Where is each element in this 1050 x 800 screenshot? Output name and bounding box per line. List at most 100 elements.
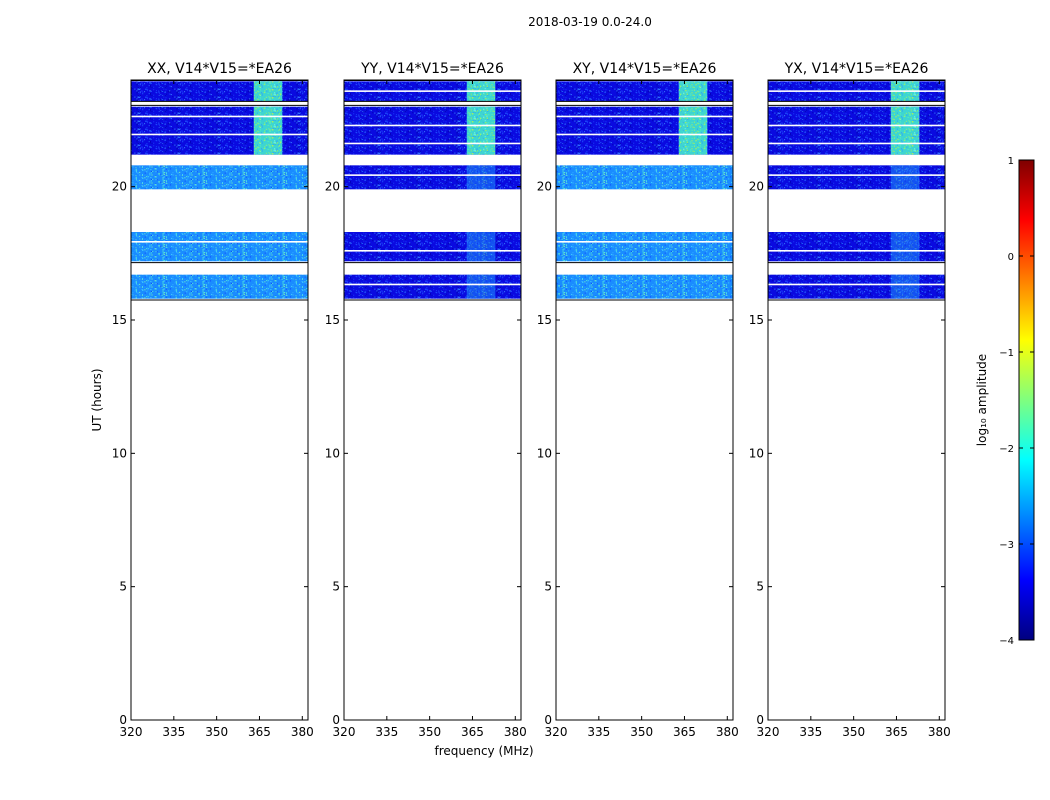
- panel-frame: [343, 79, 522, 721]
- panel-xx: XX, V14*V15=*EA26 320 335 350 365 380 0 5 10 15 20: [112, 61, 314, 739]
- rfi-band: [253, 106, 283, 155]
- flagged-row: [768, 90, 945, 92]
- x-tick-label: 320: [545, 725, 568, 739]
- flagged-row: [344, 142, 521, 145]
- x-tick-label: 380: [504, 725, 527, 739]
- x-tick-label: 335: [587, 725, 610, 739]
- colorbar-tick-label: −3: [999, 540, 1014, 551]
- x-tick-label: 365: [461, 725, 484, 739]
- flagged-row: [131, 241, 308, 243]
- x-tick-label: 380: [928, 725, 951, 739]
- y-tick-label: 15: [749, 313, 764, 327]
- flagged-row: [344, 250, 521, 252]
- flagged-row: [768, 250, 945, 252]
- rfi-band: [890, 274, 920, 299]
- rfi-band: [678, 165, 708, 190]
- x-tick-label: 365: [248, 725, 271, 739]
- x-tick-label: 350: [630, 725, 653, 739]
- x-tick-label: 365: [885, 725, 908, 739]
- flagged-row: [344, 124, 521, 127]
- y-tick-label: 5: [544, 580, 552, 594]
- y-tick-label: 15: [112, 313, 127, 327]
- y-tick-label: 5: [332, 580, 340, 594]
- x-tick-label: 320: [333, 725, 356, 739]
- panels: XX, V14*V15=*EA26 320 335 350 365 380 0 5 10 15 20…: [112, 61, 951, 739]
- panel-xy: XY, V14*V15=*EA26 320 335 350 365 380 0 5 10 15 20: [537, 61, 739, 739]
- rfi-band: [678, 232, 708, 262]
- rfi-band: [466, 165, 496, 190]
- y-tick-label: 20: [537, 180, 552, 194]
- y-tick-label: 20: [112, 180, 127, 194]
- y-tick-label: 10: [325, 446, 340, 460]
- x-tick-label: 380: [291, 725, 314, 739]
- rfi-band: [253, 232, 283, 262]
- colorbar-tick-label: 1: [1008, 156, 1014, 167]
- flagged-row: [768, 283, 945, 286]
- rfi-band: [466, 232, 496, 262]
- x-tick-label: 350: [205, 725, 228, 739]
- flagged-row: [768, 174, 945, 176]
- rfi-band: [890, 106, 920, 155]
- colorbar-gradient: [1018, 159, 1035, 641]
- flagged-row: [344, 283, 521, 286]
- x-tick-label: 335: [162, 725, 185, 739]
- colorbar-tick-label: −4: [999, 636, 1014, 647]
- panel-yx: YX, V14*V15=*EA26 320 335 350 365 380 0 5 10 15 20: [749, 61, 951, 739]
- panel-frame: [555, 79, 734, 721]
- y-tick-label: 0: [544, 713, 552, 727]
- flagged-row: [768, 124, 945, 127]
- rfi-band: [678, 274, 708, 299]
- flagged-row: [556, 241, 733, 243]
- figure-suptitle: 2018-03-19 0.0-24.0: [528, 15, 652, 29]
- y-tick-label: 15: [325, 313, 340, 327]
- panel-title: XX, V14*V15=*EA26: [147, 61, 292, 77]
- y-tick-label: 20: [749, 180, 764, 194]
- rfi-band: [253, 274, 283, 299]
- panel-title: YY, V14*V15=*EA26: [360, 61, 504, 77]
- panel-title: XY, V14*V15=*EA26: [573, 61, 717, 77]
- rfi-band: [253, 165, 283, 190]
- panel-yy: YY, V14*V15=*EA26 320 335 350 365 380 0 5 10 15 20: [325, 61, 527, 739]
- flagged-row: [131, 133, 308, 136]
- y-tick-label: 10: [112, 446, 127, 460]
- panel-title: YX, V14*V15=*EA26: [784, 61, 929, 77]
- colorbar-label: log₁₀ amplitude: [975, 354, 989, 446]
- colorbar-tick-label: −1: [999, 348, 1014, 359]
- flagged-row: [344, 90, 521, 92]
- y-tick-label: 0: [332, 713, 340, 727]
- x-tick-label: 335: [799, 725, 822, 739]
- rfi-band: [678, 106, 708, 155]
- x-tick-label: 320: [120, 725, 143, 739]
- x-axis-label: frequency (MHz): [434, 744, 533, 758]
- flagged-row: [131, 115, 308, 118]
- y-tick-label: 0: [119, 713, 127, 727]
- x-tick-label: 380: [716, 725, 739, 739]
- x-tick-label: 350: [842, 725, 865, 739]
- y-axis-label: UT (hours): [90, 368, 104, 431]
- y-tick-label: 5: [756, 580, 764, 594]
- flagged-row: [556, 115, 733, 118]
- x-tick-label: 365: [673, 725, 696, 739]
- flagged-row: [556, 133, 733, 136]
- y-tick-label: 0: [756, 713, 764, 727]
- panel-frame: [130, 79, 309, 721]
- rfi-band: [466, 106, 496, 155]
- x-tick-label: 350: [418, 725, 441, 739]
- y-tick-label: 20: [325, 180, 340, 194]
- colorbar-tick-label: −2: [999, 444, 1014, 455]
- y-tick-label: 5: [119, 580, 127, 594]
- x-tick-label: 335: [375, 725, 398, 739]
- y-tick-label: 10: [749, 446, 764, 460]
- flagged-row: [344, 174, 521, 176]
- rfi-band: [678, 81, 708, 102]
- y-tick-label: 15: [537, 313, 552, 327]
- colorbar-tick-label: 0: [1008, 252, 1014, 263]
- rfi-band: [890, 232, 920, 262]
- y-tick-label: 10: [537, 446, 552, 460]
- colorbar: −4 −3 −2 −1 0 1 log₁₀ amplitude: [975, 156, 1035, 647]
- x-tick-label: 320: [757, 725, 780, 739]
- rfi-band: [466, 274, 496, 299]
- rfi-band: [890, 165, 920, 190]
- rfi-band: [253, 81, 283, 102]
